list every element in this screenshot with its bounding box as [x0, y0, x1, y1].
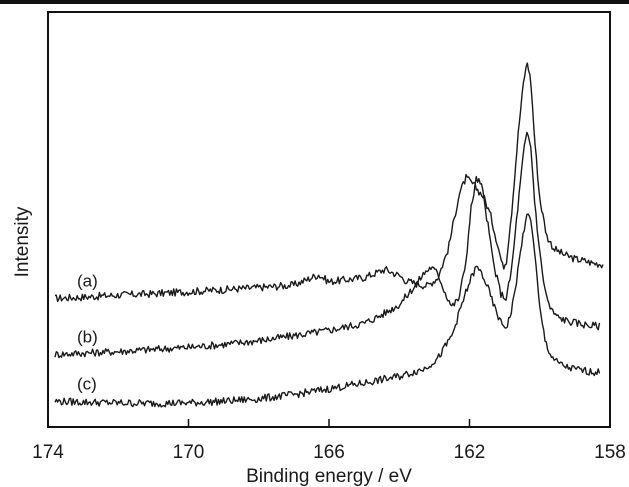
x-tick-label: 158: [594, 442, 626, 463]
x-tick-label: 174: [32, 442, 64, 463]
spectrum-line-a: [54, 62, 604, 303]
series-label-a: (a): [77, 271, 98, 290]
top-rule: [0, 0, 629, 4]
spectrum-line-c: [54, 213, 601, 408]
x-axis-ticks: 174 170 166 162 158: [32, 419, 626, 463]
spectra-series: [54, 62, 604, 408]
x-tick-label: 162: [454, 442, 486, 463]
y-axis-title: Intensity: [12, 206, 33, 277]
spectrum-line-b: [54, 131, 601, 359]
series-label-b: (b): [77, 327, 98, 346]
x-tick-label: 170: [173, 442, 205, 463]
series-labels: (a) (b) (c): [77, 271, 98, 393]
x-axis-title: Binding energy / eV: [246, 466, 412, 487]
series-label-c: (c): [77, 374, 97, 393]
x-tick-label: 166: [313, 442, 345, 463]
